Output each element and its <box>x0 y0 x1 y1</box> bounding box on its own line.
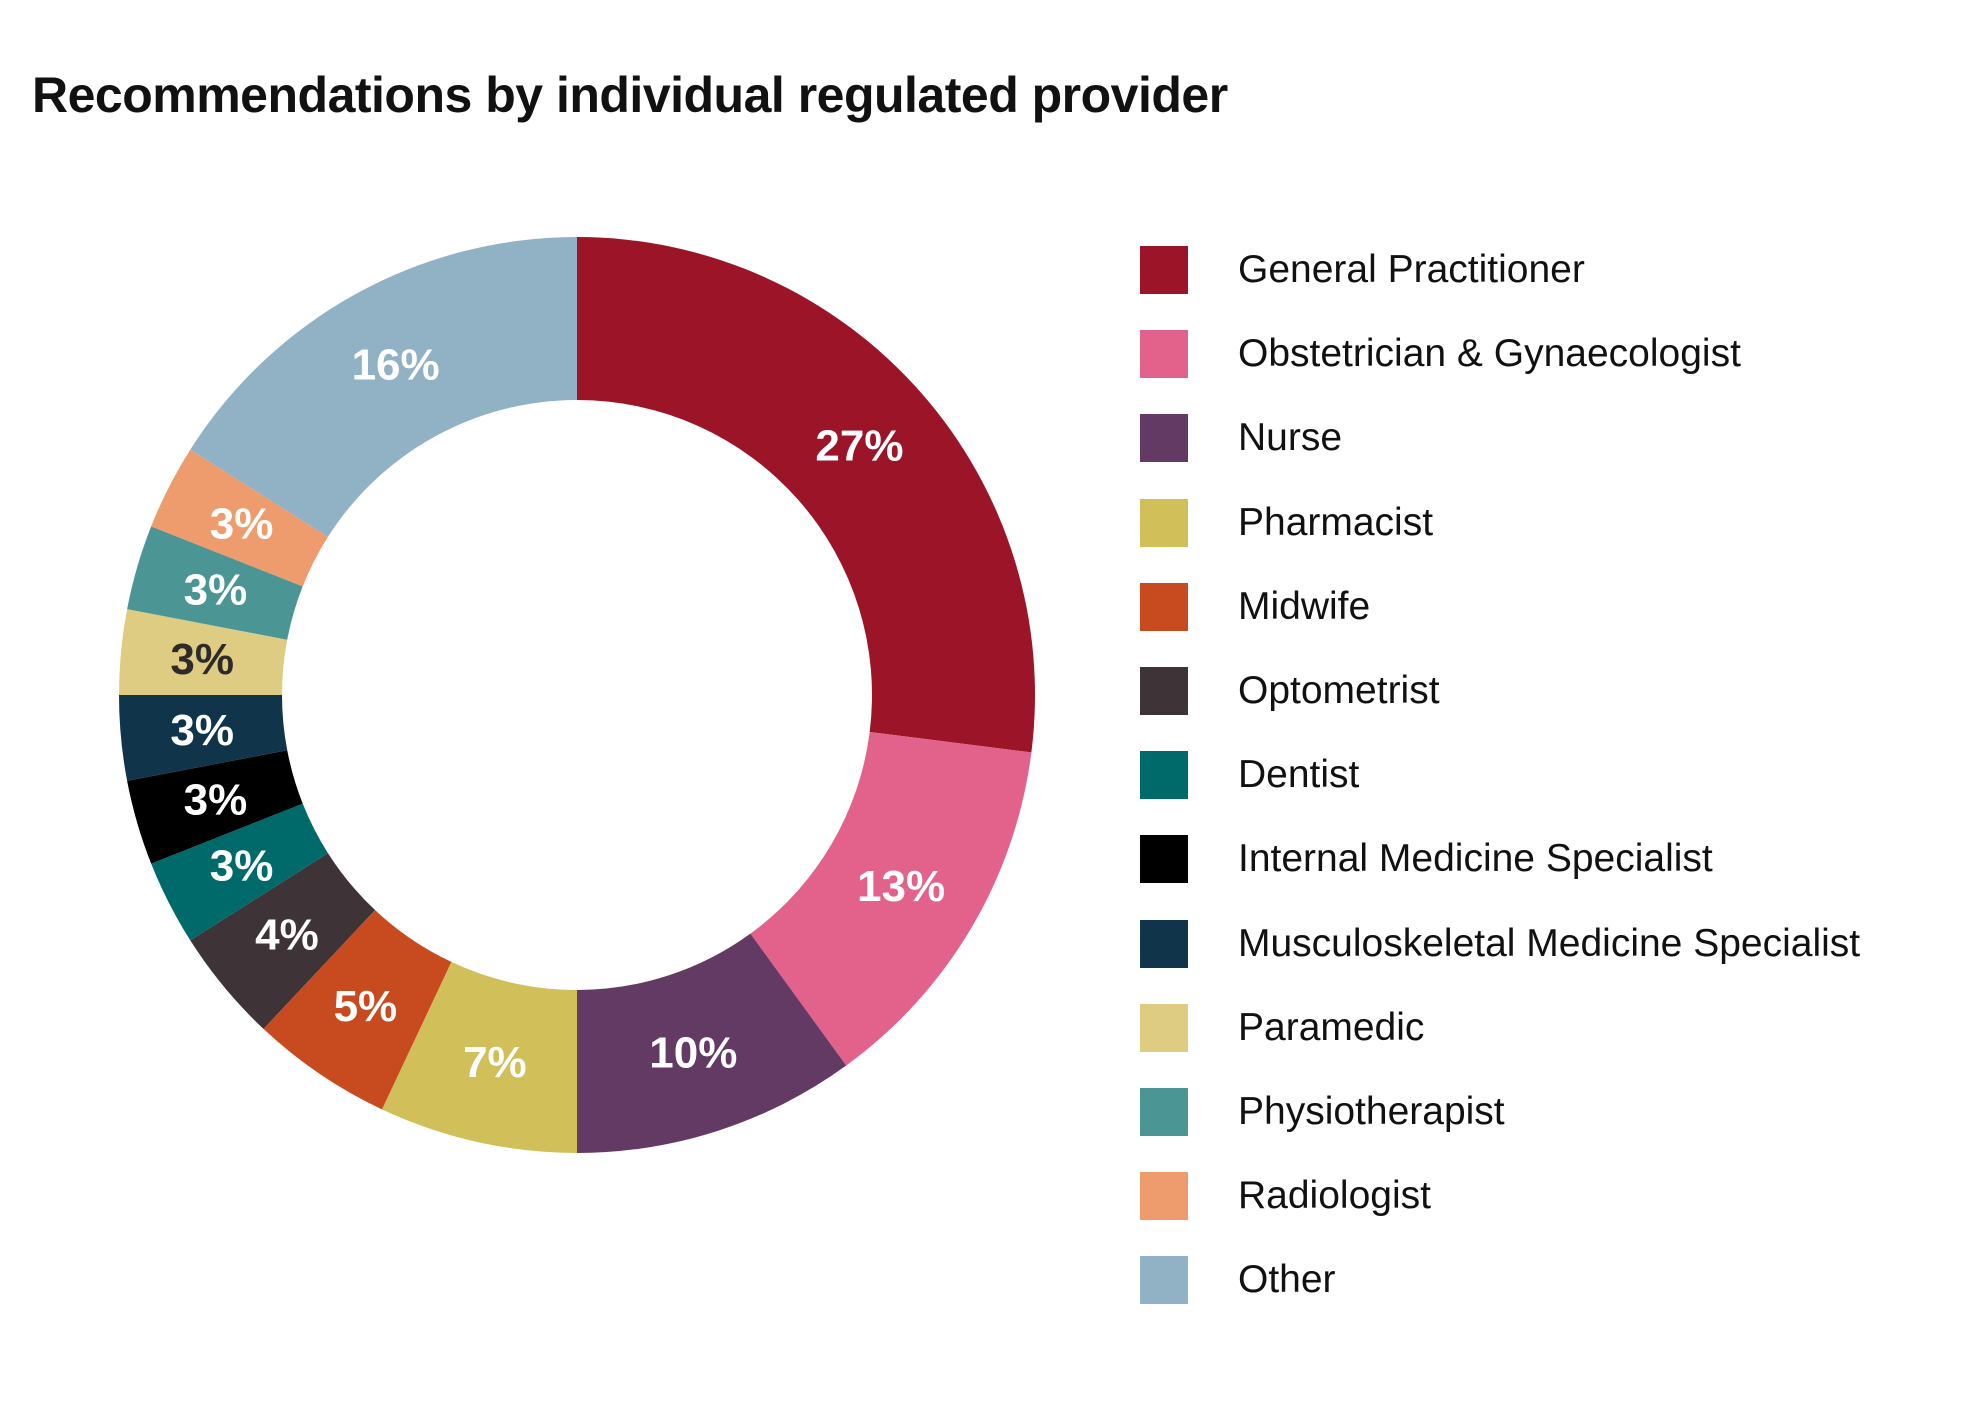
legend-label: Other <box>1238 1258 1336 1302</box>
data-label-paramedic: 3% <box>170 635 234 684</box>
data-label-internal-medicine-specialist: 3% <box>184 776 248 825</box>
slice-general-practitioner <box>577 237 1035 753</box>
data-label-radiologist: 3% <box>210 500 274 549</box>
slice-radiologist <box>151 449 328 587</box>
legend-item-obstetrician-and-gynaecologist: Obstetrician & Gynaecologist <box>1140 312 1860 396</box>
donut-data-labels: 27% 13% 10% 7% 5% 4% 3% 3% 3% 3% 3% 3% 16% <box>170 341 945 1087</box>
data-label-optometrist: 4% <box>255 910 319 959</box>
legend-swatch <box>1140 835 1188 884</box>
legend-swatch <box>1140 751 1188 800</box>
legend-label: Paramedic <box>1238 1005 1425 1049</box>
legend-swatch <box>1140 246 1188 295</box>
legend-label: Optometrist <box>1238 669 1440 713</box>
legend-label: Physiotherapist <box>1238 1089 1505 1133</box>
data-label-general-practitioner: 27% <box>815 422 903 471</box>
legend-item-musculoskeletal-medicine-specialist: Musculoskeletal Medicine Specialist <box>1140 902 1860 986</box>
chart-title: Recommendations by individual regulated … <box>32 67 1228 123</box>
legend-item-dentist: Dentist <box>1140 733 1860 817</box>
legend-swatch <box>1140 1003 1188 1052</box>
donut-chart: 27% 13% 10% 7% 5% 4% 3% 3% 3% 3% 3% 3% 16% <box>119 237 1035 1153</box>
legend-label: Obstetrician & Gynaecologist <box>1238 332 1741 376</box>
legend-swatch <box>1140 667 1188 716</box>
legend-item-optometrist: Optometrist <box>1140 649 1860 733</box>
data-label-musculoskeletal-medicine-specialist: 3% <box>170 706 234 755</box>
legend-swatch <box>1140 414 1188 463</box>
legend-swatch <box>1140 582 1188 631</box>
slice-physiotherapist <box>127 526 303 640</box>
legend-label: Radiologist <box>1238 1174 1431 1218</box>
legend-item-radiologist: Radiologist <box>1140 1154 1860 1238</box>
legend-swatch <box>1140 1087 1188 1136</box>
legend-swatch <box>1140 919 1188 968</box>
legend-swatch <box>1140 1256 1188 1305</box>
data-label-dentist: 3% <box>210 841 274 890</box>
legend-item-physiotherapist: Physiotherapist <box>1140 1070 1860 1154</box>
legend-swatch <box>1140 1172 1188 1221</box>
slice-dentist <box>151 803 328 941</box>
legend-item-pharmacist: Pharmacist <box>1140 481 1860 565</box>
legend-label: General Practitioner <box>1238 248 1585 292</box>
data-label-obstetrician-and-gynaecologist: 13% <box>857 862 945 911</box>
slice-paramedic <box>119 609 288 695</box>
slice-midwife <box>263 910 452 1110</box>
legend-label: Pharmacist <box>1238 500 1434 544</box>
legend-label: Musculoskeletal Medicine Specialist <box>1238 921 1861 965</box>
legend-item-paramedic: Paramedic <box>1140 986 1860 1070</box>
slice-pharmacist <box>381 961 577 1153</box>
legend-item-midwife: Midwife <box>1140 565 1860 649</box>
legend-swatch <box>1140 330 1188 379</box>
data-label-other: 16% <box>352 341 440 390</box>
legend-swatch <box>1140 498 1188 547</box>
legend-item-other: Other <box>1140 1238 1860 1322</box>
legend-item-nurse: Nurse <box>1140 396 1860 480</box>
legend-item-internal-medicine-specialist: Internal Medicine Specialist <box>1140 817 1860 901</box>
data-label-nurse: 10% <box>649 1029 737 1078</box>
donut-slices <box>119 237 1035 1153</box>
legend-label: Dentist <box>1238 753 1360 797</box>
slice-nurse <box>577 933 847 1153</box>
legend-label: Nurse <box>1238 416 1343 460</box>
slice-other <box>190 237 578 537</box>
slice-optometrist <box>190 853 376 1029</box>
data-label-pharmacist: 7% <box>463 1038 527 1087</box>
legend-label: Midwife <box>1238 584 1371 628</box>
data-label-midwife: 5% <box>334 982 398 1031</box>
chart-legend: General Practitioner Obstetrician & Gynae… <box>1140 228 1860 1322</box>
slice-musculoskeletal-medicine-specialist <box>119 695 288 781</box>
legend-label: Internal Medicine Specialist <box>1238 837 1713 881</box>
data-label-physiotherapist: 3% <box>184 565 248 614</box>
slice-obstetrician-and-gynaecologist <box>750 731 1032 1066</box>
legend-item-general-practitioner: General Practitioner <box>1140 228 1860 312</box>
slice-internal-medicine-specialist <box>127 750 303 864</box>
